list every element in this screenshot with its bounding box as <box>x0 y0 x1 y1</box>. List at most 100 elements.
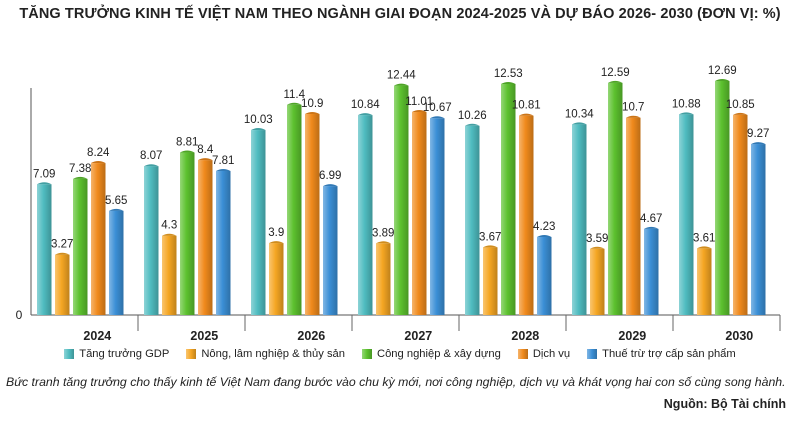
bar-cap <box>394 83 409 86</box>
bar-2025-series-1 <box>162 235 177 315</box>
bar-2029-series-3 <box>626 117 641 315</box>
bar-cap <box>644 226 659 229</box>
bar-2026-series-4 <box>323 186 338 315</box>
bar-2030-series-1 <box>697 248 712 315</box>
bar-cap <box>305 112 320 115</box>
bar-cap <box>73 176 88 179</box>
data-label: 10.67 <box>423 102 452 114</box>
bar-2029-series-4 <box>644 228 659 315</box>
data-label: 10.85 <box>726 99 755 111</box>
bar-2027-series-4 <box>430 118 445 315</box>
data-label: 10.26 <box>458 110 487 122</box>
bar-cap <box>715 79 730 81</box>
legend-swatch <box>517 349 528 359</box>
bar-2027-series-1 <box>376 243 391 315</box>
chart-caption: Bức tranh tăng trưởng cho thấy kinh tế V… <box>6 375 786 389</box>
bar-cap <box>109 208 124 211</box>
bar-2026-series-3 <box>305 114 320 315</box>
x-tick-label: 2027 <box>404 329 432 343</box>
bar-cap <box>501 81 516 84</box>
bar-2026-series-2 <box>287 104 302 315</box>
data-label: 12.59 <box>601 67 630 79</box>
legend-swatch <box>587 349 598 359</box>
data-label: 10.34 <box>565 108 594 120</box>
data-label: 5.65 <box>105 195 127 207</box>
data-label: 8.24 <box>87 147 110 159</box>
data-label: 3.61 <box>693 232 715 244</box>
bar-cap <box>572 122 587 125</box>
data-label: 10.7 <box>622 102 644 114</box>
bar-2030-series-2 <box>715 81 730 315</box>
bar-cap <box>465 123 480 126</box>
bar-2028-series-4 <box>537 237 552 315</box>
data-label: 3.89 <box>372 227 394 239</box>
bar-cap <box>162 233 177 236</box>
data-label: 11.01 <box>405 96 433 108</box>
chart-legend: Tăng trưởng GDP Nông, lâm nghiệp & thủy s… <box>0 348 800 360</box>
x-tick-label: 2030 <box>725 329 753 343</box>
bar-2025-series-0 <box>144 166 159 315</box>
bar-2027-series-2 <box>394 85 409 316</box>
bar-2024-series-3 <box>91 163 106 315</box>
data-label: 8.07 <box>140 150 162 162</box>
bar-2028-series-2 <box>501 83 516 316</box>
data-label: 7.38 <box>69 163 91 175</box>
data-label: 4.67 <box>640 213 662 225</box>
data-label: 12.69 <box>708 65 737 77</box>
bar-2024-series-2 <box>73 178 88 315</box>
bar-cap <box>358 113 373 116</box>
data-label: 3.27 <box>51 239 73 251</box>
bar-2028-series-0 <box>465 125 480 316</box>
bar-cap <box>91 161 106 164</box>
bar-cap <box>180 150 195 153</box>
data-label: 10.88 <box>672 98 701 110</box>
source-credit: Nguồn: Bộ Tài chính <box>663 397 786 411</box>
bar-cap <box>430 116 445 119</box>
legend-label: Tăng trưởng GDP <box>79 348 170 360</box>
x-tick-label: 2029 <box>618 329 646 343</box>
bar-cap <box>251 128 266 131</box>
data-label: 4.3 <box>161 220 177 232</box>
data-label: 7.81 <box>212 155 234 167</box>
bar-2024-series-0 <box>37 184 52 315</box>
bar-2024-series-4 <box>109 210 124 315</box>
legend-label: Công nghiệp & xây dựng <box>377 348 501 360</box>
data-label: 11.4 <box>283 89 305 101</box>
bar-2029-series-2 <box>608 82 623 316</box>
bar-cap <box>697 246 712 249</box>
bar-cap <box>323 184 338 187</box>
bar-2026-series-0 <box>251 130 266 315</box>
data-label: 10.81 <box>512 100 541 112</box>
bar-2028-series-3 <box>519 115 534 316</box>
bar-cap <box>144 164 159 167</box>
data-label: 12.53 <box>494 68 523 80</box>
bar-cap <box>198 158 213 161</box>
data-label: 3.9 <box>268 227 284 239</box>
bar-cap <box>537 235 552 237</box>
x-tick-label: 2025 <box>190 329 218 343</box>
bar-2026-series-1 <box>269 243 284 315</box>
bar-2028-series-1 <box>483 247 498 315</box>
legend-swatch <box>64 349 75 359</box>
bar-2025-series-4 <box>216 170 231 315</box>
data-label: 8.4 <box>197 144 214 156</box>
bar-cap <box>216 168 231 171</box>
bar-cap <box>412 109 427 112</box>
legend-swatch <box>362 349 372 359</box>
x-tick-label: 2024 <box>83 329 111 343</box>
data-label: 4.23 <box>533 221 555 233</box>
data-label: 10.03 <box>244 114 273 126</box>
x-tick-label: 2026 <box>297 329 325 343</box>
legend-item: Nông, lâm nghiệp & thủy sản <box>186 348 345 360</box>
data-label: 10.84 <box>351 99 380 111</box>
chart-title: TĂNG TRƯỞNG KINH TẾ VIỆT NAM THEO NGÀNH … <box>19 6 781 22</box>
legend-label: Nông, lâm nghiệp & thủy sản <box>201 348 345 360</box>
bar-cap <box>376 241 391 244</box>
bar-cap <box>519 113 534 116</box>
bar-2030-series-3 <box>733 114 748 315</box>
bar-cap <box>590 246 605 249</box>
data-label: 7.09 <box>33 168 55 180</box>
bar-2027-series-0 <box>358 115 373 316</box>
bar-cap <box>55 252 70 255</box>
bar-cap <box>679 112 694 115</box>
